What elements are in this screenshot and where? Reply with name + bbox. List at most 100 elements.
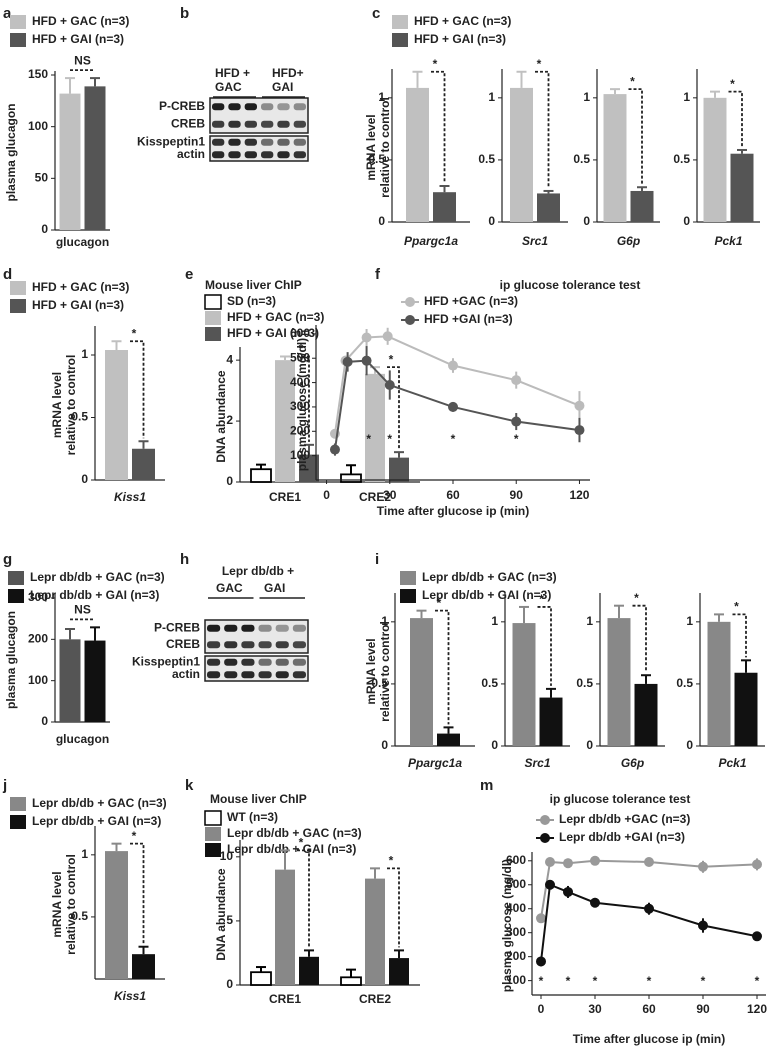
legend-label: SD (n=3) — [227, 294, 276, 308]
band — [258, 641, 272, 649]
row-label: P-CREB — [154, 620, 200, 634]
bracket — [535, 70, 550, 188]
lane-label: GAC — [216, 581, 243, 595]
y-axis-label: mRNA level — [50, 871, 64, 937]
annotation: * — [451, 432, 456, 446]
point — [511, 416, 522, 427]
x-tick-label: 60 — [642, 1002, 656, 1016]
y-tick-label: 100 — [506, 973, 526, 987]
blot-header: Lepr db/db + — [222, 564, 294, 578]
panel-letter: m — [480, 777, 493, 794]
legend-swatch — [10, 15, 26, 29]
point — [342, 356, 353, 367]
y-tick-label: 0.5 — [368, 152, 385, 166]
panel-letter: g — [3, 551, 12, 568]
y-axis-label: DNA abundance — [214, 868, 228, 961]
annotation: * — [299, 836, 304, 850]
y-tick-label: 1 — [491, 614, 498, 628]
band — [261, 138, 274, 146]
legend-label: Lepr db/db +GAI (n=3) — [559, 830, 685, 844]
y-tick-label: 0 — [586, 738, 593, 752]
point — [644, 856, 654, 867]
legend-marker — [540, 833, 550, 843]
y-tick-label: 0 — [686, 738, 693, 752]
band — [207, 658, 221, 666]
y-axis-label: mRNA level — [50, 372, 64, 438]
bar — [703, 97, 727, 222]
y-tick-label: 1 — [586, 614, 593, 628]
annotation: * — [634, 591, 639, 605]
y-tick-label: 0 — [683, 214, 690, 228]
bar — [340, 976, 362, 986]
point — [574, 400, 585, 411]
band — [212, 120, 225, 128]
annotation: * — [437, 596, 442, 610]
band — [244, 120, 257, 128]
band — [277, 103, 290, 111]
row-label: actin — [177, 147, 205, 161]
legend-swatch — [392, 15, 408, 29]
point — [590, 897, 600, 908]
band — [275, 641, 289, 649]
bar — [707, 621, 731, 746]
band — [261, 120, 274, 128]
y-tick-label: 2 — [226, 413, 233, 427]
row-label: Kisspeptin1 — [137, 134, 205, 148]
annotation: * — [647, 974, 652, 988]
bar — [84, 86, 106, 230]
point — [545, 879, 555, 890]
panel-letter: h — [180, 551, 189, 568]
y-axis-label: relative to control — [378, 621, 392, 722]
y-tick-label: 10 — [220, 849, 234, 863]
panel-letter: k — [185, 777, 194, 794]
y-tick-label: 0 — [491, 738, 498, 752]
band — [241, 658, 255, 666]
band — [292, 658, 306, 666]
y-axis-label: mRNA level — [364, 638, 378, 704]
y-tick-label: 200 — [506, 949, 526, 963]
legend-swatch — [204, 810, 222, 826]
bracket — [632, 604, 647, 673]
bar — [340, 473, 362, 483]
band — [244, 138, 257, 146]
annotation: * — [701, 974, 706, 988]
category-label: CRE2 — [359, 992, 391, 1006]
panel-title: ip glucose tolerance test — [500, 278, 641, 292]
band — [228, 120, 241, 128]
point — [448, 360, 458, 371]
x-tick-label: 60 — [446, 488, 460, 502]
legend-swatch — [205, 827, 221, 841]
legend-label: WT (n=3) — [227, 810, 278, 824]
category-label: G6p — [617, 234, 640, 248]
legend-label: Lepr db/db + GAC (n=3) — [30, 570, 165, 584]
annotation: * — [566, 974, 571, 988]
band — [261, 103, 274, 111]
y-tick-label: 0 — [488, 214, 495, 228]
annotation: * — [132, 829, 137, 843]
x-tick-label: 90 — [696, 1002, 710, 1016]
x-tick-label: 0 — [538, 1002, 545, 1016]
bracket — [628, 88, 643, 185]
y-tick-label: 200 — [290, 423, 310, 437]
y-tick-label: 0.5 — [676, 676, 693, 690]
band — [258, 624, 272, 632]
bar — [389, 958, 409, 985]
y-tick-label: 0 — [226, 474, 233, 488]
y-tick-label: 100 — [28, 673, 48, 687]
bar — [365, 878, 385, 985]
bracket — [387, 867, 400, 948]
legend-label: HFD + GAI (n=3) — [414, 32, 506, 46]
band — [241, 671, 255, 679]
legend-label: HFD + GAC (n=3) — [414, 14, 511, 28]
category-label: Pck1 — [714, 234, 742, 248]
band — [212, 151, 225, 159]
bar — [437, 733, 460, 746]
point — [361, 332, 372, 343]
bracket — [431, 70, 446, 183]
y-tick-label: 0.5 — [573, 152, 590, 166]
band — [277, 138, 290, 146]
band — [277, 151, 290, 159]
legend-label: HFD +GAI (n=3) — [424, 312, 513, 326]
bar — [630, 190, 654, 222]
category-label: Ppargc1a — [404, 234, 458, 248]
